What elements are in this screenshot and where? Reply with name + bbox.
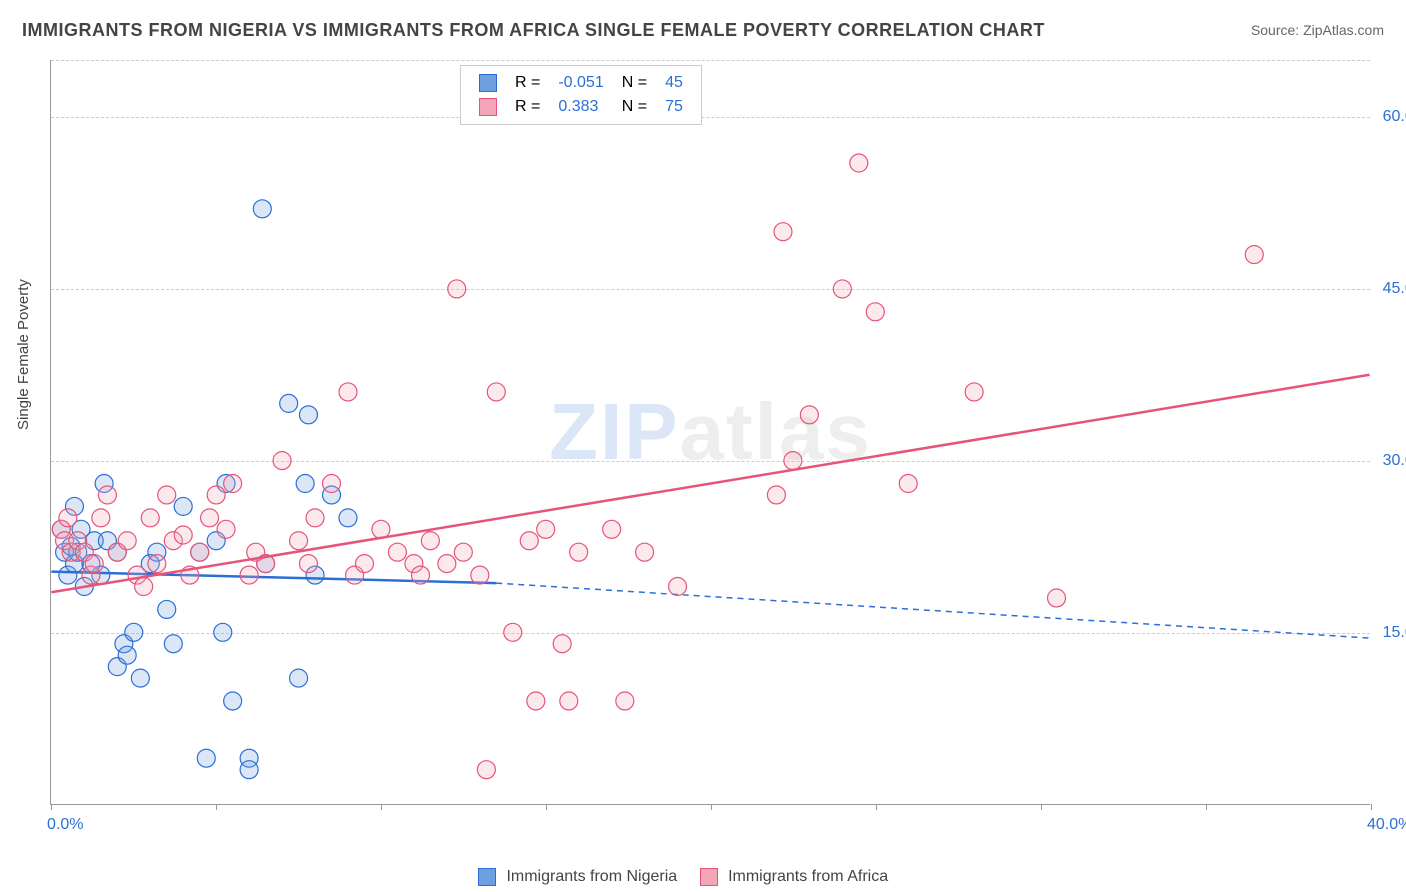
y-tick-label: 15.0% [1383, 624, 1406, 642]
r-value-africa: 0.383 [550, 96, 611, 118]
x-tick-label: 40.0% [1367, 816, 1406, 834]
scatter-chart [51, 60, 1370, 804]
series-legend: Immigrants from Nigeria Immigrants from … [460, 868, 888, 886]
swatch-nigeria [479, 74, 497, 92]
stats-legend: R = -0.051 N = 45 R = 0.383 N = 75 [460, 65, 702, 125]
legend-label-africa: Immigrants from Africa [728, 868, 888, 885]
y-tick-label: 60.0% [1383, 108, 1406, 126]
source-label: Source: ZipAtlas.com [1251, 22, 1384, 38]
swatch-africa [479, 98, 497, 116]
swatch-africa-icon [700, 868, 718, 886]
y-tick-label: 45.0% [1383, 280, 1406, 298]
plot-area: ZIPatlas 15.0%30.0%45.0%60.0%0.0%40.0% [50, 60, 1370, 805]
legend-label-nigeria: Immigrants from Nigeria [506, 868, 677, 885]
n-value-nigeria: 45 [657, 72, 691, 94]
x-tick-label: 0.0% [47, 816, 83, 834]
y-tick-label: 30.0% [1383, 452, 1406, 470]
n-value-africa: 75 [657, 96, 691, 118]
swatch-nigeria-icon [478, 868, 496, 886]
chart-title: IMMIGRANTS FROM NIGERIA VS IMMIGRANTS FR… [22, 20, 1045, 41]
y-axis-label: Single Female Poverty [15, 279, 32, 430]
r-value-nigeria: -0.051 [550, 72, 611, 94]
